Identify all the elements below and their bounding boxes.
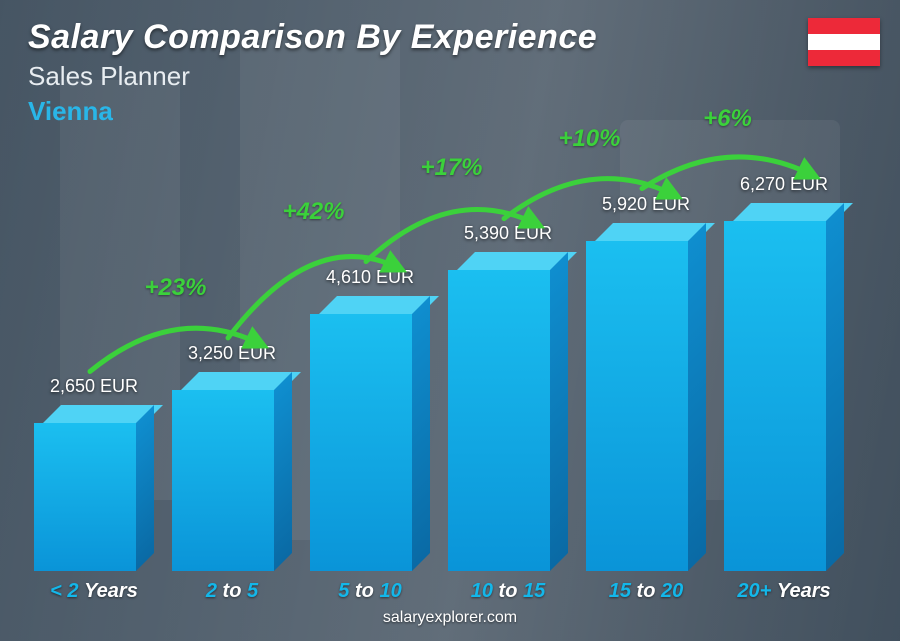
bar-shape bbox=[448, 252, 568, 571]
chart-subtitle: Sales Planner bbox=[28, 61, 597, 92]
bar-side-face bbox=[550, 252, 568, 571]
flag-stripe bbox=[808, 18, 880, 34]
flag-austria bbox=[808, 18, 880, 66]
bar: 5,920 EUR bbox=[586, 194, 706, 571]
footer-attribution: salaryexplorer.com bbox=[0, 609, 900, 627]
x-axis-label: 20+ Years bbox=[737, 580, 830, 603]
bar: 2,650 EUR bbox=[34, 376, 154, 571]
bar-shape bbox=[724, 203, 844, 571]
bar-side-face bbox=[826, 203, 844, 571]
bar-side-face bbox=[274, 372, 292, 571]
bar-front-face bbox=[172, 390, 274, 571]
flag-stripe bbox=[808, 50, 880, 66]
x-axis-label: < 2 Years bbox=[50, 580, 138, 603]
bar-front-face bbox=[586, 241, 688, 571]
bar: 6,270 EUR bbox=[724, 174, 844, 571]
flag-stripe bbox=[808, 34, 880, 50]
bar-shape bbox=[172, 372, 292, 571]
infographic-stage: Salary Comparison By Experience Sales Pl… bbox=[0, 0, 900, 641]
x-axis-label: 15 to 20 bbox=[609, 580, 684, 603]
x-axis-label: 2 to 5 bbox=[206, 580, 258, 603]
bar-front-face bbox=[724, 221, 826, 571]
bar-shape bbox=[34, 405, 154, 571]
bar-shape bbox=[586, 223, 706, 571]
bar-front-face bbox=[448, 270, 550, 571]
growth-arrow-icon bbox=[612, 103, 842, 219]
x-axis-label: 5 to 10 bbox=[338, 580, 401, 603]
chart-title: Salary Comparison By Experience bbox=[28, 18, 597, 57]
header: Salary Comparison By Experience Sales Pl… bbox=[28, 18, 597, 127]
bar-side-face bbox=[688, 223, 706, 571]
x-axis-label: 10 to 15 bbox=[471, 580, 546, 603]
bar-side-face bbox=[136, 405, 154, 571]
bar-front-face bbox=[34, 423, 136, 571]
